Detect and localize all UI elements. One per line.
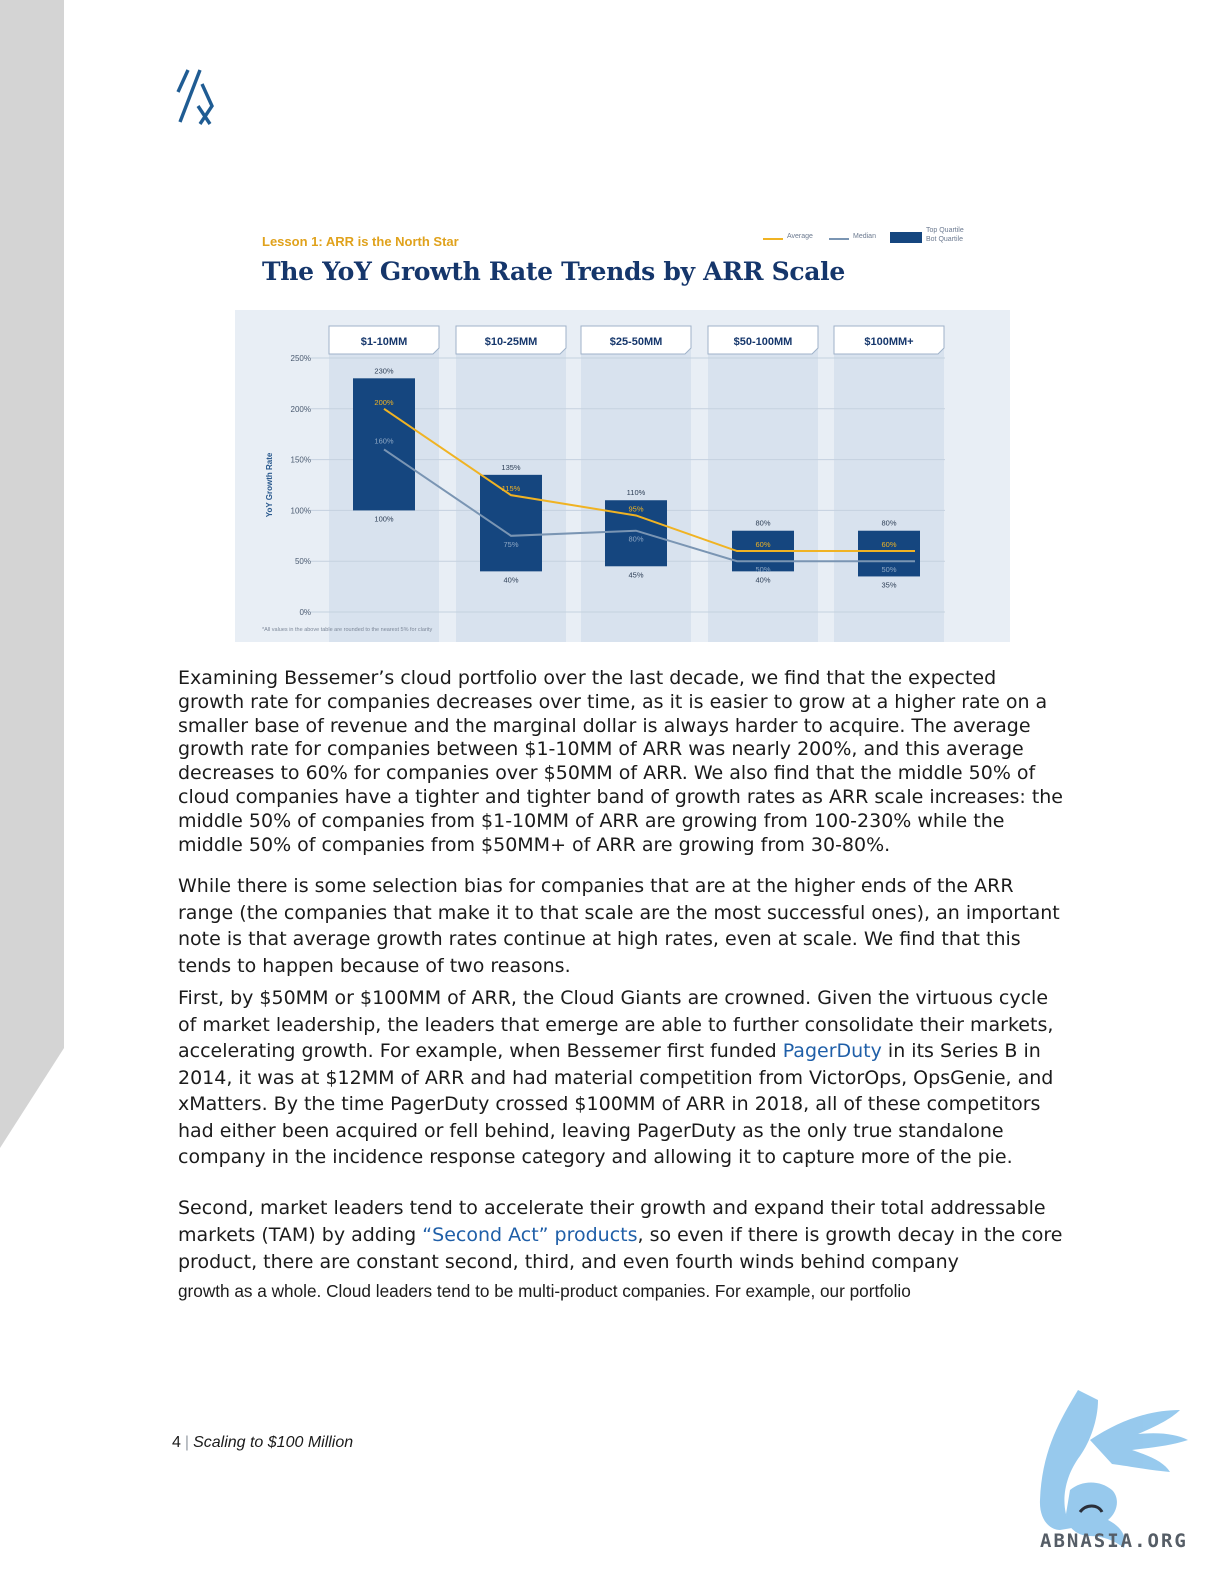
category-label-2: $25-50MM: [610, 336, 663, 348]
pagerduty-link[interactable]: PagerDuty: [782, 1040, 882, 1062]
median-value-label-0: 160%: [374, 436, 394, 445]
average-value-label-1: 115%: [502, 484, 521, 493]
figure-title: The YoY Growth Rate Trends by ARR Scale: [262, 257, 845, 286]
chart-footnote: *All values in the above table are round…: [262, 627, 433, 633]
average-series-line: [383, 407, 915, 553]
category-tab-0: [328, 325, 440, 355]
top-quartile-label-2: 110%: [627, 488, 646, 497]
top-quartile-label-4: 80%: [881, 519, 896, 528]
category-panel-3: [708, 328, 818, 642]
growth-rate-figure: Lesson 1: ARR is the North Star The YoY …: [235, 222, 1010, 642]
y-axis-label: YoY Growth Rate: [265, 452, 274, 517]
median-series-line: [383, 448, 915, 563]
legend-median-swatch: [829, 238, 849, 240]
y-tick-label-3: 150%: [291, 456, 311, 465]
category-panel-4: [834, 328, 944, 642]
median-value-label-3: 50%: [755, 565, 770, 574]
category-label-3: $50-100MM: [734, 336, 793, 348]
average-value-label-4: 60%: [881, 540, 896, 549]
median-value-label-1: 75%: [503, 540, 518, 549]
median-value-label-2: 80%: [628, 535, 643, 544]
top-quartile-label-1: 135%: [501, 463, 521, 472]
figure-lesson-label: Lesson 1: ARR is the North Star: [262, 234, 459, 249]
average-value-label-0: 200%: [374, 398, 394, 407]
median-value-label-4: 50%: [881, 565, 896, 574]
y-tick-label-5: 250%: [291, 354, 311, 363]
category-tab-1: [455, 325, 567, 355]
quartile-box-4: [858, 530, 920, 577]
category-label-4: $100MM+: [864, 336, 913, 348]
y-tick-label-2: 100%: [291, 506, 311, 515]
quartile-box-1: [480, 474, 542, 572]
paragraph-2: While there is some selection bias for c…: [178, 875, 1060, 977]
second-act-products-link[interactable]: “Second Act” products: [422, 1224, 638, 1246]
bessemer-logo-icon: [176, 69, 214, 125]
y-tick-label-0: 0%: [299, 608, 311, 617]
y-tick-label-4: 200%: [291, 405, 311, 414]
category-panel-2: [581, 328, 691, 642]
legend-top-quartile-label: Top Quartile: [926, 227, 964, 234]
document-title: Scaling to $100 Million: [193, 1434, 354, 1451]
bot-quartile-label-3: 40%: [755, 575, 770, 584]
category-tab-2: [580, 325, 692, 355]
top-quartile-label-0: 230%: [374, 366, 394, 375]
paragraph-1: Examining Bessemer’s cloud portfolio ove…: [178, 667, 1063, 856]
paragraph-4-text-a: Second, market leaders tend to accelerat…: [178, 1197, 1046, 1246]
category-tab-3: [707, 325, 819, 355]
paragraph-3-text-b: in its Series B in 2014, it was at $12MM…: [178, 1040, 1054, 1168]
y-tick-label-1: 50%: [295, 557, 311, 566]
top-quartile-label-3: 80%: [755, 519, 770, 528]
paragraph-4-text-b: , so even if there is growth decay in th…: [178, 1224, 1063, 1273]
paragraph-4: Second, market leaders tend to accelerat…: [178, 1195, 1068, 1276]
legend-average-swatch: [763, 238, 783, 240]
category-label-0: $1-10MM: [361, 336, 407, 348]
griffin-watermark-icon: [1039, 1390, 1188, 1548]
average-value-label-2: 95%: [628, 504, 643, 513]
page-number: 4: [172, 1434, 181, 1451]
paragraph-3: First, by $50MM or $100MM of ARR, the Cl…: [178, 985, 1068, 1171]
paragraph-3-text-a: First, by $50MM or $100MM of ARR, the Cl…: [178, 987, 1054, 1062]
chart-legend: Average Median Top Quartile Bot Quartile: [763, 227, 1003, 253]
bot-quartile-label-2: 45%: [628, 570, 643, 579]
bot-quartile-label-1: 40%: [503, 575, 518, 584]
bot-quartile-label-4: 35%: [881, 580, 896, 589]
legend-quartile-swatch: [890, 232, 922, 243]
category-tab-4: [833, 325, 945, 355]
growth-rate-chart: $1-10MM $10-25MM $25-50MM $50-100MM $100MM+ 0…: [235, 310, 1010, 642]
side-decoration-band: [0, 0, 64, 1148]
quartile-box-0: [353, 378, 415, 511]
page-footer: 4 | Scaling to $100 Million: [172, 1434, 353, 1452]
bot-quartile-label-0: 100%: [374, 514, 394, 523]
average-value-label-3: 60%: [755, 540, 770, 549]
legend-median-label: Median: [853, 233, 876, 240]
watermark-text: ABNASIA.ORG: [1040, 1530, 1188, 1552]
footer-separator: |: [184, 1434, 190, 1451]
paragraph-5: growth as a whole. Cloud leaders tend to…: [178, 1281, 911, 1301]
legend-average-label: Average: [787, 233, 813, 240]
legend-bot-quartile-label: Bot Quartile: [926, 236, 963, 243]
category-label-1: $10-25MM: [485, 336, 538, 348]
